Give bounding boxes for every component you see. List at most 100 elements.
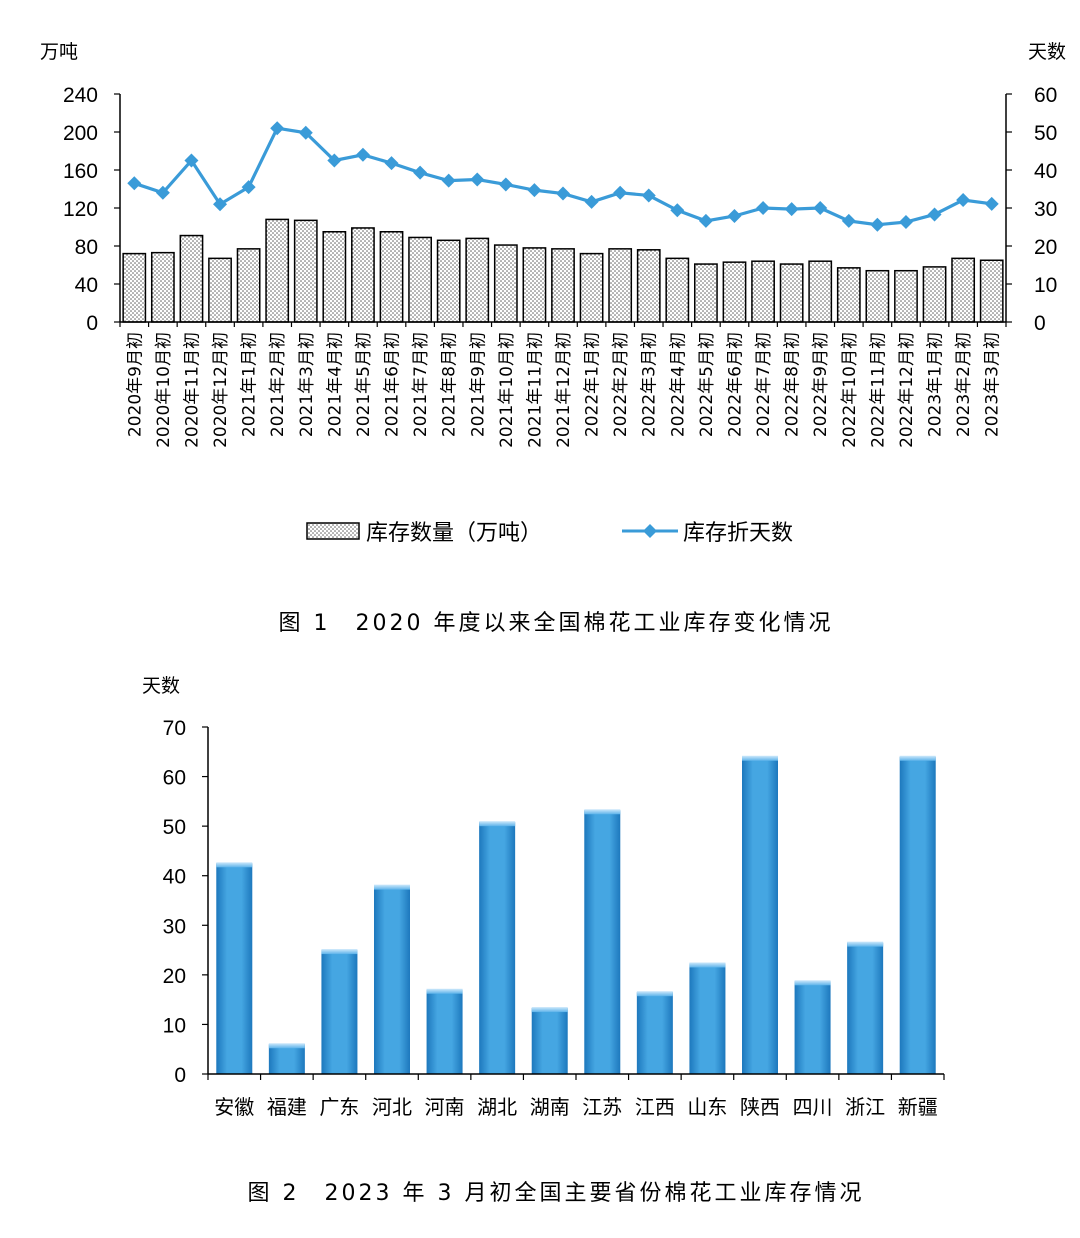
inventory-bar — [579, 252, 604, 323]
x-category-label: 2022年4月初 — [668, 332, 688, 437]
x-category-label: 2022年7月初 — [754, 332, 774, 437]
x-category-label: 2022年12月初 — [897, 332, 917, 448]
right-axis-ticks: 0 10 20 30 40 50 60 — [1006, 84, 1057, 335]
inventory-bar — [122, 252, 147, 323]
chart2-tick-label: 50 — [163, 816, 186, 839]
province-label: 安徽 — [214, 1095, 254, 1119]
province-bar — [426, 989, 463, 1074]
inventory-combo-chart: 万吨 天数 0 40 80 120 160 200 240 0 10 20 30 40 50 60 20… — [40, 41, 1066, 636]
chart2-tick-label: 0 — [174, 1064, 186, 1087]
inventory-bar — [808, 260, 833, 323]
inventory-bar — [665, 257, 690, 323]
province-label: 湖南 — [530, 1095, 570, 1119]
inventory-bar — [208, 257, 232, 323]
province-label: 四川 — [793, 1095, 833, 1119]
province-bar — [742, 756, 778, 1074]
inventory-bars — [122, 218, 1004, 323]
x-category-label: 2021年3月初 — [297, 332, 317, 437]
chart2-tick-label: 40 — [163, 866, 186, 889]
province-bar-cap — [899, 755, 936, 761]
inventory-bar — [894, 269, 918, 323]
inventory-bar — [408, 236, 432, 323]
right-tick-label: 20 — [1034, 236, 1057, 259]
inventory-bar — [551, 248, 575, 323]
legend-diamond-marker — [643, 524, 657, 538]
figure1-caption: 图 1 2020 年度以来全国棉花工业库存变化情况 — [279, 611, 834, 636]
x-category-label: 2021年2月初 — [268, 332, 288, 437]
province-bar-cap — [531, 1007, 568, 1013]
legend-bar-label: 库存数量（万吨） — [366, 521, 542, 546]
x-category-label: 2021年10月初 — [497, 332, 517, 448]
inventory-bar — [636, 249, 661, 323]
days-line-marker — [270, 121, 285, 136]
left-tick-label: 40 — [75, 274, 98, 297]
left-tick-label: 80 — [75, 236, 98, 259]
province-bar — [899, 756, 936, 1074]
inventory-bar — [436, 239, 461, 323]
province-bar — [216, 863, 253, 1074]
days-line-marker — [298, 125, 313, 140]
inventory-bar — [379, 231, 404, 323]
inventory-bar — [236, 248, 261, 323]
legend-line-label: 库存折天数 — [683, 521, 793, 546]
left-tick-label: 120 — [63, 198, 98, 221]
right-tick-label: 30 — [1034, 198, 1057, 221]
province-label: 河南 — [425, 1095, 465, 1119]
days-line-marker — [441, 173, 456, 188]
chart2-y-ticks: 0 10 20 30 40 50 60 70 — [163, 717, 208, 1087]
inventory-bar — [722, 261, 747, 323]
days-line-series — [127, 121, 999, 232]
province-bar-cap — [689, 962, 726, 968]
right-tick-label: 50 — [1034, 122, 1057, 145]
days-line-marker — [641, 188, 656, 203]
province-bar — [636, 992, 673, 1074]
chart2-y-unit: 天数 — [142, 675, 180, 697]
x-category-label: 2020年9月初 — [125, 332, 145, 437]
days-line — [133, 126, 992, 227]
x-category-label: 2022年1月初 — [583, 332, 603, 437]
x-category-label: 2022年10月初 — [840, 332, 860, 448]
province-bar-cap — [847, 941, 884, 947]
chart2-axes — [207, 727, 945, 1080]
inventory-bar — [465, 237, 490, 323]
inventory-bar — [351, 227, 375, 323]
province-bar — [584, 810, 621, 1074]
right-tick-label: 60 — [1034, 84, 1057, 107]
x-category-label: 2022年8月初 — [783, 332, 803, 437]
days-line-marker — [498, 177, 513, 192]
inventory-bar — [265, 218, 290, 323]
right-tick-label: 0 — [1034, 312, 1046, 335]
chart1-category-labels: 2020年9月初 2020年10月初 2020年11月初 2020年12月初 2021年… — [125, 332, 1002, 448]
days-line-marker — [984, 196, 999, 211]
days-line-marker — [727, 208, 742, 223]
province-label: 陕西 — [740, 1095, 780, 1119]
inventory-bar — [150, 251, 175, 323]
days-line-marker — [813, 201, 828, 215]
days-line-marker — [413, 165, 428, 180]
province-bar-cap — [374, 884, 410, 890]
x-category-label: 2022年3月初 — [640, 332, 660, 437]
x-category-label: 2021年11月初 — [525, 332, 545, 448]
x-category-label: 2022年2月初 — [611, 332, 631, 437]
inventory-bar — [608, 248, 633, 323]
inventory-bar — [979, 259, 1004, 323]
province-bar — [689, 963, 726, 1074]
inventory-bar — [522, 247, 547, 323]
province-label: 广东 — [319, 1095, 359, 1119]
days-line-marker — [870, 217, 885, 232]
x-category-label: 2021年12月初 — [554, 332, 574, 448]
days-line-marker — [898, 215, 913, 230]
province-bar — [794, 981, 831, 1074]
days-line-marker — [127, 176, 142, 191]
x-category-label: 2021年8月初 — [440, 332, 460, 437]
days-line-marker — [384, 156, 399, 171]
province-bar — [268, 1044, 305, 1074]
inventory-bar — [694, 263, 718, 323]
days-line-marker — [155, 185, 170, 200]
inventory-bar — [836, 267, 861, 323]
right-tick-label: 10 — [1034, 274, 1057, 297]
left-tick-label: 160 — [63, 160, 98, 183]
x-category-label: 2023年1月初 — [926, 332, 946, 437]
days-line-marker — [184, 153, 199, 168]
x-category-label: 2021年9月初 — [468, 332, 488, 437]
